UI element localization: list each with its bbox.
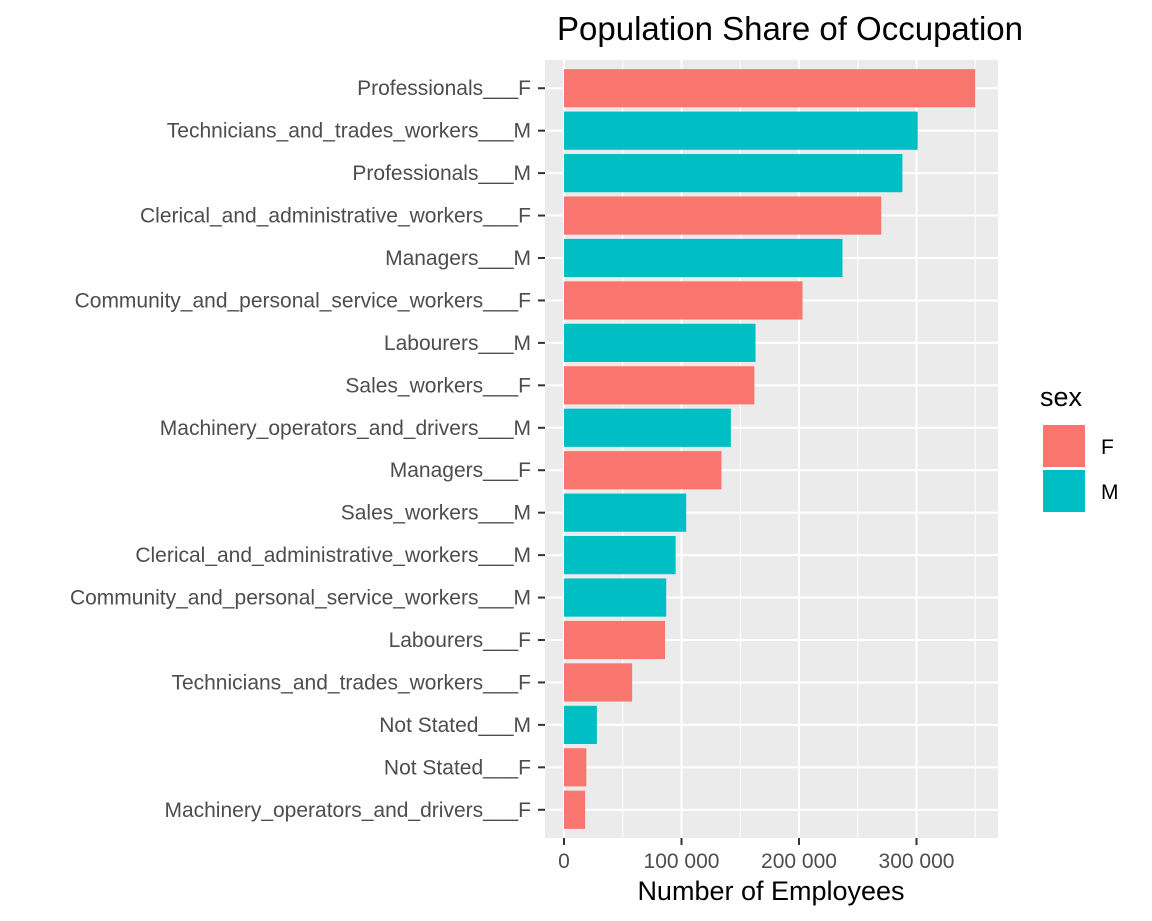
legend-label: M <box>1101 481 1119 504</box>
bar <box>564 705 597 744</box>
category-label: Community_and_personal_service_workers__… <box>70 587 531 610</box>
legend-swatch <box>1043 470 1085 512</box>
bar <box>564 366 755 405</box>
bar <box>564 663 633 702</box>
x-tick-label: 100 000 <box>644 850 720 873</box>
chart-title: Population Share of Occupation <box>557 10 1023 47</box>
bar <box>564 281 803 320</box>
category-label: Labourers___F <box>389 629 531 652</box>
bar <box>564 578 667 617</box>
value-axis: 0 100 000 200 000 300 000 <box>558 838 954 873</box>
category-label: Labourers___M <box>384 332 531 355</box>
bar <box>564 69 976 108</box>
category-label: Professionals___M <box>352 162 531 185</box>
category-label: Managers___M <box>385 247 531 270</box>
category-label: Sales_workers___M <box>341 502 531 525</box>
bar <box>564 620 666 660</box>
category-label: Technicians_and_trades_workers___F <box>171 671 531 694</box>
legend-label: F <box>1101 436 1114 459</box>
category-label: Clerical_and_administrative_workers___M <box>135 544 531 567</box>
category-label: Professionals___F <box>357 77 531 100</box>
category-label: Technicians_and_trades_workers___M <box>167 120 531 143</box>
bar <box>564 238 843 278</box>
bars <box>564 69 976 829</box>
bar <box>564 408 731 447</box>
category-axis: Professionals___F Technicians_and_trades_… <box>70 77 545 822</box>
category-label: Machinery_operators_and_drivers___M <box>160 417 531 440</box>
category-label: Community_and_personal_service_workers__… <box>75 289 531 312</box>
legend: sex FM <box>1040 382 1119 512</box>
category-label: Sales_workers___F <box>345 374 531 397</box>
bar <box>564 196 882 235</box>
bar <box>564 748 587 787</box>
legend-title: sex <box>1040 382 1083 412</box>
x-tick-label: 0 <box>558 850 570 873</box>
category-label: Not Stated___M <box>379 714 531 737</box>
category-label: Machinery_operators_and_drivers___F <box>164 799 531 822</box>
bar <box>564 111 918 150</box>
category-label: Clerical_and_administrative_workers___F <box>140 205 531 228</box>
bar <box>564 451 722 490</box>
bar <box>564 154 903 193</box>
x-tick-label: 200 000 <box>761 850 837 873</box>
bar <box>564 536 676 575</box>
x-tick-label: 300 000 <box>879 850 955 873</box>
legend-swatch <box>1043 425 1085 467</box>
bar <box>564 323 756 362</box>
bar <box>564 493 687 532</box>
bar <box>564 790 586 829</box>
x-axis-title: Number of Employees <box>637 876 904 906</box>
category-label: Not Stated___F <box>384 756 531 779</box>
category-label: Managers___F <box>390 459 531 482</box>
